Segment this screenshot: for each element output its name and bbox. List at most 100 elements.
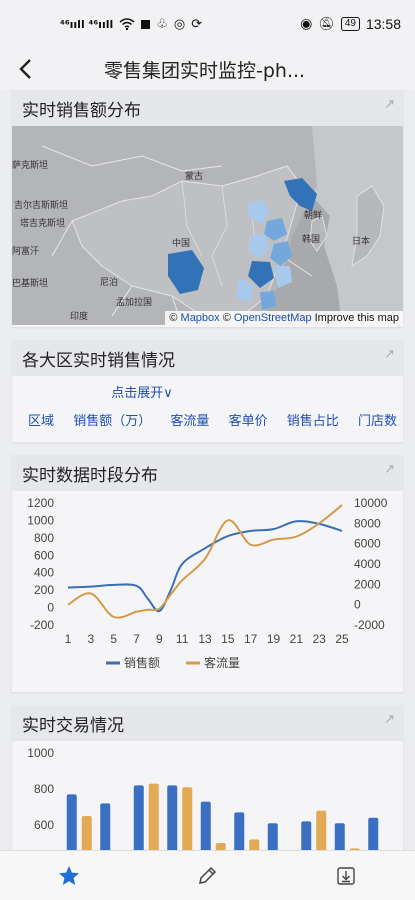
y-tick-label: 600	[34, 818, 54, 832]
weibo-icon: ◎	[173, 16, 186, 32]
expand-toggle[interactable]: 点击展开∨	[111, 386, 173, 401]
map-label: 塔吉克斯坦	[20, 219, 66, 229]
series-line-0	[67, 520, 343, 613]
map-label: 朝鲜	[304, 211, 323, 221]
x-tick-label: 13	[198, 632, 212, 646]
star-icon	[59, 865, 80, 885]
series-line-1	[67, 504, 343, 619]
map-attribution: © Mapbox © OpenStreetMap Improve this ma…	[165, 311, 403, 325]
y-tick-label: 400	[34, 566, 54, 580]
column-header[interactable]: 门店数	[357, 414, 397, 429]
bar[interactable]	[182, 787, 193, 855]
bar[interactable]	[167, 785, 178, 855]
y2-tick-label: -2000	[354, 618, 385, 632]
map-label: 吉尔吉斯斯坦	[14, 201, 69, 211]
bar[interactable]	[200, 801, 211, 855]
download-button[interactable]	[316, 856, 376, 896]
y2-tick-label: 10000	[354, 496, 388, 510]
y2-tick-label: 0	[354, 598, 361, 612]
card-header: 各大区实时销售情况	[12, 340, 403, 376]
y2-tick-label: 6000	[354, 537, 381, 551]
bar[interactable]	[267, 823, 278, 855]
map-label: 韩国	[302, 235, 321, 245]
bar[interactable]	[66, 794, 77, 855]
card-header: 实时数据时段分布	[12, 455, 403, 491]
mute-icon: 🔕︎	[318, 16, 335, 32]
osm-link[interactable]: OpenStreetMap	[233, 312, 312, 324]
wifi-icon	[119, 18, 135, 30]
page-title: 零售集团实时监控-ph...	[104, 60, 306, 82]
card-header: 实时销售额分布	[12, 90, 403, 126]
bar[interactable]	[334, 823, 345, 855]
y-tick-label: 1200	[27, 496, 54, 510]
mapbox-link[interactable]: Mapbox	[180, 312, 220, 324]
app-header: 零售集团实时监控-ph...	[0, 48, 415, 90]
qq-icon: ♧	[156, 16, 168, 32]
eye-icon: ◉	[300, 16, 313, 32]
map-label: 阿富汗	[12, 247, 40, 257]
expand-icon[interactable]: ↗	[384, 712, 395, 727]
edit-button[interactable]	[177, 856, 237, 896]
x-tick-label: 21	[290, 632, 304, 646]
bar[interactable]	[368, 817, 379, 855]
expand-icon[interactable]: ↗	[384, 97, 395, 112]
card-title: 实时数据时段分布	[22, 465, 158, 486]
map-label: 巴基斯坦	[12, 279, 49, 289]
improve-map-link[interactable]: Improve this map	[314, 312, 399, 324]
map-label: 蒙古	[185, 172, 204, 182]
bar[interactable]	[234, 812, 245, 855]
y-tick-label: 1000	[27, 513, 54, 527]
map-label: 中国	[172, 239, 191, 249]
map-label: 尼泊	[100, 278, 119, 288]
favorite-button[interactable]	[39, 856, 99, 896]
signal-icon: ⁴⁶ııll ⁴⁶ııll	[60, 17, 114, 31]
x-tick-label: 11	[176, 632, 189, 646]
back-arrow-icon	[19, 59, 31, 79]
column-header[interactable]: 客流量	[170, 414, 210, 429]
back-button[interactable]	[0, 48, 50, 90]
y2-tick-label: 4000	[354, 557, 381, 571]
map-label: 日本	[352, 237, 371, 247]
expand-icon[interactable]: ↗	[384, 347, 395, 362]
x-tick-label: 19	[267, 632, 281, 646]
column-header[interactable]: 客单价	[228, 414, 268, 429]
map-canvas	[12, 126, 403, 326]
status-right: ◉ 🔕︎ 49 13:58	[300, 16, 401, 32]
column-header[interactable]: 销售额（万）	[73, 414, 152, 429]
status-left: ⁴⁶ııll ⁴⁶ııll ♧ ◎ ⟳	[60, 17, 202, 32]
column-header[interactable]: 区域	[28, 414, 55, 429]
y-tick-label: 600	[34, 548, 54, 562]
legend-label[interactable]: 客流量	[204, 655, 240, 670]
x-tick-label: 5	[110, 632, 117, 646]
expand-icon[interactable]: ↗	[384, 462, 395, 477]
bar[interactable]	[100, 803, 111, 855]
battery-icon: 49	[340, 17, 360, 31]
x-tick-label: 1	[65, 632, 72, 646]
sync-icon: ⟳	[191, 16, 203, 32]
status-bar: ⁴⁶ııll ⁴⁶ııll ♧ ◎ ⟳ ◉ 🔕︎ 49 13:58	[0, 0, 415, 48]
column-header[interactable]: 销售占比	[286, 414, 339, 429]
legend-label[interactable]: 销售额	[124, 655, 160, 670]
map-label: 萨克斯坦	[12, 161, 49, 171]
bar[interactable]	[301, 821, 312, 855]
card-title: 各大区实时销售情况	[22, 350, 175, 371]
bar[interactable]	[133, 785, 144, 855]
clock: 13:58	[365, 16, 401, 32]
map-label: 孟加拉国	[116, 298, 153, 308]
region-table-header: 区域 销售额（万） 客流量 客单价 销售占比 门店数	[12, 410, 403, 429]
download-icon	[337, 866, 355, 885]
map-label: 印度	[70, 312, 89, 322]
y-tick-label: 1000	[27, 746, 54, 760]
y2-tick-label: 8000	[354, 516, 381, 530]
bar[interactable]	[81, 816, 92, 855]
x-tick-label: 7	[133, 632, 140, 646]
region-sales-card: 各大区实时销售情况 ↗ 点击展开∨ 区域 销售额（万） 客流量 客单价 销售占比…	[12, 340, 403, 442]
sales-map[interactable]: 萨克斯坦 蒙古 吉尔吉斯斯坦 塔吉克斯坦 阿富汗 巴基斯坦 中国 尼泊 孟加拉国…	[12, 126, 403, 326]
pencil-icon	[199, 866, 217, 884]
y2-tick-label: 2000	[354, 577, 381, 591]
x-tick-label: 9	[156, 632, 163, 646]
bar[interactable]	[316, 810, 327, 855]
bar[interactable]	[148, 783, 159, 855]
